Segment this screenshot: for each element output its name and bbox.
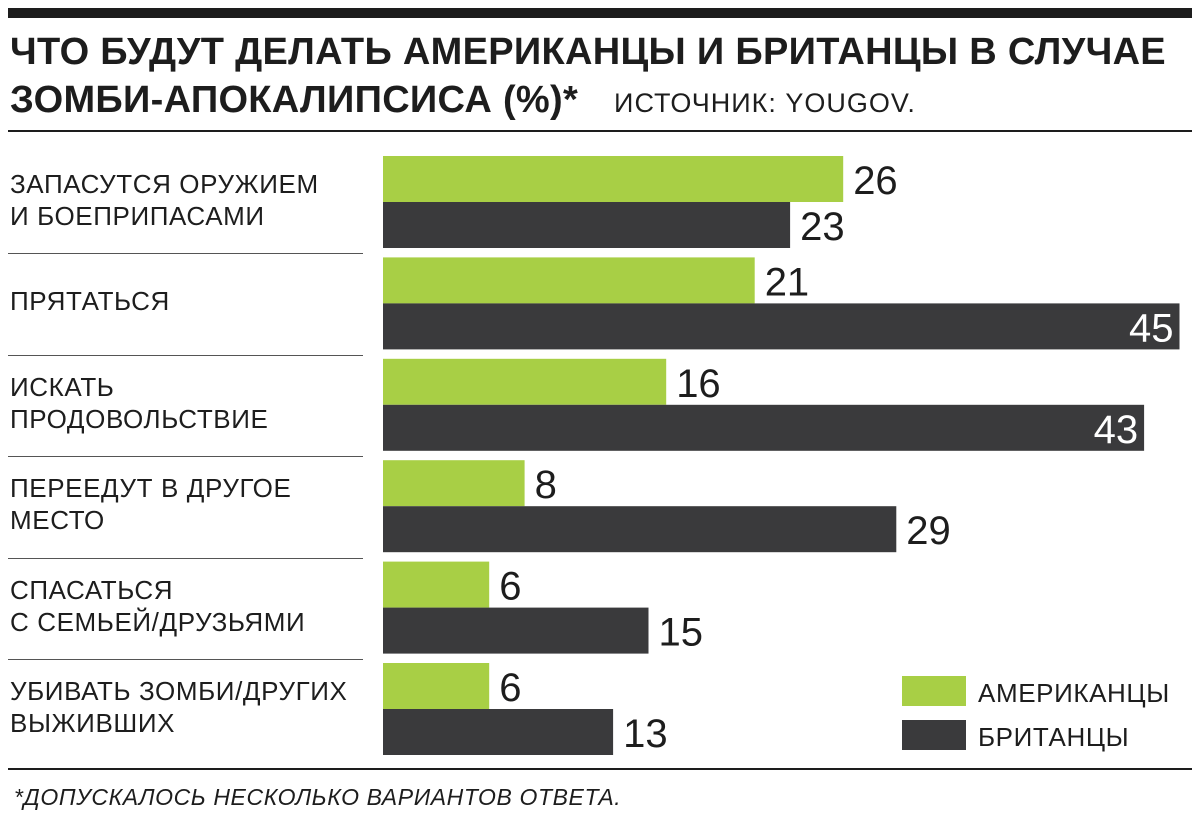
row-separator [8,354,363,356]
title-text: ЧТО БУДУТ ДЕЛАТЬ АМЕРИКАНЦЫ И БРИТАНЦЫ В… [10,31,1166,121]
data-label: 8 [535,463,557,507]
data-label: 21 [765,260,810,304]
category-label: ПЕРЕЕДУТ В ДРУГОЕ МЕСТО [10,473,292,536]
header-rule [8,130,1192,132]
legend-label: АМЕРИКАНЦЫ [978,678,1170,708]
data-label: 6 [499,565,521,609]
row-separator [8,253,363,255]
row-separator [8,456,363,458]
category-label: ПРЯТАТЬСЯ [10,286,170,317]
bar-british [383,506,897,553]
bar-british [383,303,1180,350]
chart-title: ЧТО БУДУТ ДЕЛАТЬ АМЕРИКАНЦЫ И БРИТАНЦЫ В… [10,28,1190,127]
data-label: 26 [853,159,898,203]
bar-americans [383,257,755,304]
bar-british [383,607,649,654]
category-label: ЗАПАСУТСЯ ОРУЖИЕМ И БОЕПРИПАСАМИ [10,169,319,231]
data-label: 29 [906,509,951,553]
bar-americans [383,561,490,608]
data-label: 16 [676,362,721,406]
data-label: 23 [800,205,845,249]
bar-americans [383,663,490,709]
data-label: 6 [499,666,521,710]
row-separator [8,557,363,559]
data-label: 15 [659,611,704,655]
footnote: *ДОПУСКАЛОСЬ НЕСКОЛЬКО ВАРИАНТОВ ОТВЕТА. [14,784,622,810]
legend-swatch [902,676,966,706]
bar-americans [383,156,844,202]
footer-rule [8,768,1192,770]
bar-british [383,202,791,248]
bar-americans [383,358,667,405]
category-label: СПАСАТЬСЯ С СЕМЬЕЙ/ДРУЗЬЯМИ [10,574,306,637]
bar-americans [383,460,525,507]
legend-label: БРИТАНЦЫ [978,722,1129,752]
data-label: 45 [1129,306,1174,350]
legend-swatch [902,720,966,750]
row-separator [8,659,363,660]
bar-british [383,404,1145,451]
category-label: ИСКАТЬ ПРОДОВОЛЬСТВИЕ [10,371,269,434]
source-text: ИСТОЧНИК: YOUGOV. [614,88,916,118]
data-label: 43 [1094,408,1139,452]
top-rule [8,8,1192,18]
bar-british [383,709,614,755]
category-label: УБИВАТЬ ЗОМБИ/ДРУГИХ ВЫЖИВШИХ [10,676,348,738]
data-label: 13 [623,712,668,756]
